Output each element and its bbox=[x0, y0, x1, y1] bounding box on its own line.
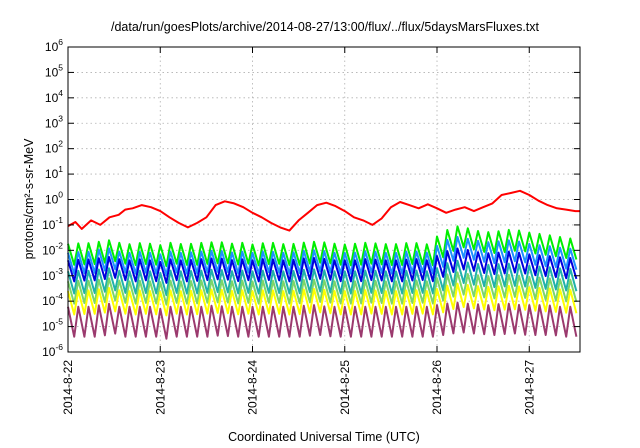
series-line-2 bbox=[67, 225, 578, 268]
y-tick-label: 10-4 bbox=[42, 291, 63, 308]
y-tick-label: 10-3 bbox=[42, 266, 63, 283]
y-tick-label: 100 bbox=[45, 190, 63, 207]
x-axis-ticks: 2014-8-22 2014-8-23 2014-8-24 2014-8-25 2014… bbox=[61, 47, 536, 415]
x-axis-label: Coordinated Universal Time (UTC) bbox=[228, 430, 420, 444]
series-lines bbox=[67, 189, 580, 340]
y-tick-label: 10-5 bbox=[42, 317, 63, 334]
y-axis-ticks: 10-6 10-5 10-4 10-3 10-2 10-1 100 101 102 103 104 1… bbox=[42, 37, 580, 359]
x-tick-label: 2014-8-25 bbox=[338, 360, 352, 415]
grid bbox=[68, 47, 580, 352]
series-line-6 bbox=[67, 271, 578, 306]
chart-title: /data/run/goesPlots/archive/2014-08-27/1… bbox=[111, 20, 540, 34]
x-tick-label: 2014-8-26 bbox=[430, 360, 444, 415]
y-tick-label: 106 bbox=[45, 37, 63, 54]
y-tick-label: 10-2 bbox=[42, 240, 63, 257]
y-tick-label: 104 bbox=[45, 88, 63, 105]
series-line-7 bbox=[67, 282, 578, 317]
y-tick-label: 101 bbox=[45, 164, 63, 181]
y-tick-label: 105 bbox=[45, 62, 63, 79]
series-line-1 bbox=[67, 189, 580, 232]
y-axis-label: protons/cm²-s-sr-MeV bbox=[22, 138, 36, 260]
series-line-5 bbox=[67, 259, 578, 297]
y-tick-label: 103 bbox=[45, 113, 63, 130]
x-tick-label: 2014-8-22 bbox=[61, 360, 75, 415]
x-tick-label: 2014-8-24 bbox=[246, 360, 260, 415]
y-tick-label: 10-1 bbox=[42, 215, 63, 232]
x-tick-label: 2014-8-23 bbox=[153, 360, 167, 415]
x-tick-label: 2014-8-27 bbox=[522, 360, 536, 415]
series-line-3 bbox=[67, 235, 578, 277]
series-line-4 bbox=[67, 247, 578, 284]
y-tick-label: 10-6 bbox=[42, 342, 63, 359]
y-tick-label: 102 bbox=[45, 139, 63, 156]
series-line-8 bbox=[67, 301, 578, 340]
